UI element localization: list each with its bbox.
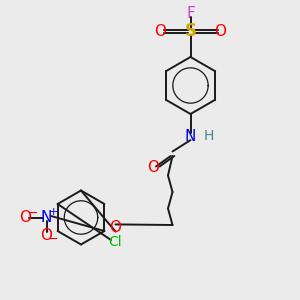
Text: H: H bbox=[203, 130, 214, 143]
Text: O: O bbox=[40, 228, 52, 243]
Text: F: F bbox=[186, 6, 195, 21]
Text: N: N bbox=[185, 129, 196, 144]
Text: S: S bbox=[184, 22, 196, 40]
Text: O: O bbox=[20, 210, 32, 225]
Text: O: O bbox=[154, 24, 166, 39]
Text: +: + bbox=[48, 207, 58, 217]
Text: −: − bbox=[28, 207, 38, 220]
Text: Cl: Cl bbox=[109, 235, 122, 248]
Text: O: O bbox=[214, 24, 226, 39]
Text: −: − bbox=[48, 233, 58, 246]
Text: O: O bbox=[147, 160, 159, 175]
Text: O: O bbox=[110, 220, 122, 236]
Text: N: N bbox=[41, 210, 52, 225]
